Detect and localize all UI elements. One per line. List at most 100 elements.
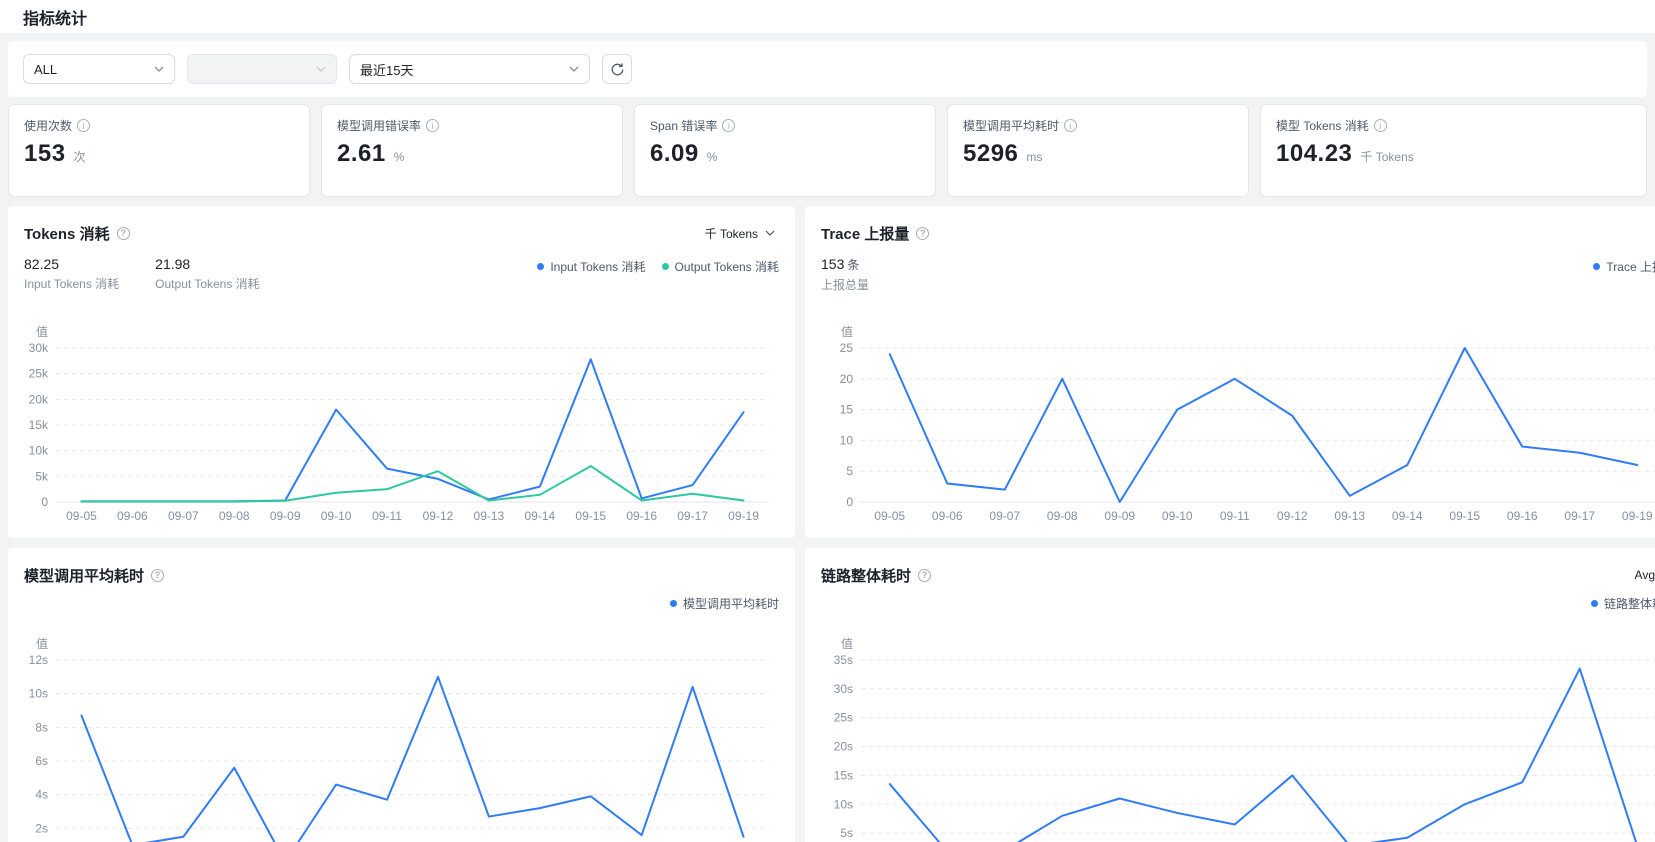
stat-card-title: 模型 Tokens 消耗 — [1276, 119, 1369, 133]
svg-text:09-14: 09-14 — [524, 509, 555, 523]
refresh-icon — [611, 62, 623, 75]
svg-text:25: 25 — [840, 341, 854, 355]
stat-card-span-error-rate: Span 错误率 i 6.09% — [634, 104, 936, 197]
svg-text:10: 10 — [840, 433, 854, 447]
help-icon[interactable]: ? — [916, 226, 930, 240]
svg-text:5k: 5k — [35, 469, 49, 483]
svg-text:30s: 30s — [834, 682, 853, 696]
info-icon[interactable]: i — [722, 119, 736, 132]
svg-text:值: 值 — [841, 324, 853, 339]
stat-unit: 条 — [847, 258, 860, 272]
svg-text:09-19: 09-19 — [1622, 509, 1653, 523]
legend: Trace 上报量 — [1593, 256, 1655, 275]
help-icon[interactable]: ? — [918, 568, 932, 582]
tokens-consumption-panel: Tokens 消耗? 千 Tokens 82.25 Input Tokens 消… — [8, 206, 795, 538]
legend-dot — [1590, 599, 1598, 607]
stat-label: Input Tokens 消耗 — [24, 277, 120, 291]
svg-text:09-06: 09-06 — [932, 509, 963, 523]
svg-text:09-12: 09-12 — [423, 509, 454, 523]
trace-duration-chart: 0s5s10s15s20s25s30s35s值09-0509-0609-0709… — [834, 636, 1655, 842]
chevron-down-icon — [569, 66, 579, 72]
svg-text:10s: 10s — [29, 687, 48, 701]
stat-label: Output Tokens 消耗 — [155, 277, 260, 291]
panel-title: Tokens 消耗 — [24, 225, 110, 243]
refresh-button[interactable] — [602, 54, 632, 84]
svg-text:值: 值 — [36, 324, 48, 339]
stat-card-unit: 千 Tokens — [1360, 150, 1414, 164]
svg-text:09-10: 09-10 — [1162, 509, 1193, 523]
stat-value: 21.98 — [155, 256, 191, 272]
panel-title: 模型调用平均耗时 — [24, 567, 145, 585]
token-unit-select[interactable]: 千 Tokens — [701, 222, 779, 245]
info-icon[interactable]: i — [1064, 119, 1078, 132]
svg-text:09-07: 09-07 — [168, 509, 199, 523]
legend-item-trace-duration[interactable]: 链路整体耗时 — [1590, 595, 1655, 612]
svg-text:4s: 4s — [35, 788, 48, 802]
svg-text:值: 值 — [841, 636, 853, 651]
svg-text:20k: 20k — [29, 392, 49, 406]
svg-text:15s: 15s — [834, 768, 853, 782]
aggregation-value: Avg — [1634, 568, 1655, 582]
legend-item-output-tokens[interactable]: Output Tokens 消耗 — [661, 258, 779, 275]
legend-dot — [669, 599, 677, 607]
legend-item-trace[interactable]: Trace 上报量 — [1593, 258, 1655, 275]
model-latency-chart: 0s2s4s6s8s10s12s值09-0509-0609-0709-0809-… — [29, 636, 769, 842]
stat-card-unit: % — [706, 150, 718, 164]
stat-card-value: 6.09 — [650, 140, 699, 167]
trace-total-stat: 153 条 上报总量 — [821, 256, 869, 293]
app-select-value: ALL — [34, 61, 58, 77]
svg-text:0: 0 — [41, 495, 48, 509]
legend-item-model-latency[interactable]: 模型调用平均耗时 — [669, 595, 779, 612]
svg-text:09-08: 09-08 — [1047, 509, 1078, 523]
date-range-value: 最近15天 — [360, 62, 414, 78]
panel-title: Trace 上报量 — [821, 225, 910, 243]
info-icon[interactable]: i — [1373, 119, 1387, 132]
legend-dot — [1593, 263, 1601, 270]
svg-text:09-05: 09-05 — [66, 509, 97, 523]
svg-text:5: 5 — [846, 464, 853, 478]
svg-text:0: 0 — [846, 495, 853, 509]
svg-text:09-15: 09-15 — [1449, 509, 1480, 523]
help-icon[interactable]: ? — [151, 568, 165, 582]
svg-text:09-13: 09-13 — [474, 509, 505, 523]
aggregation-select[interactable]: Avg — [1631, 565, 1655, 585]
env-select[interactable] — [187, 54, 337, 84]
svg-text:09-07: 09-07 — [989, 509, 1020, 523]
svg-text:09-16: 09-16 — [1507, 509, 1538, 523]
page-title: 指标统计 — [23, 10, 88, 28]
svg-text:20: 20 — [840, 372, 854, 386]
stat-card-value: 104.23 — [1276, 140, 1353, 167]
svg-text:6s: 6s — [35, 754, 48, 768]
help-icon[interactable]: ? — [116, 226, 130, 240]
stat-card-title: 模型调用错误率 — [337, 119, 422, 133]
svg-text:2s: 2s — [35, 821, 48, 835]
chevron-down-icon — [316, 66, 326, 72]
legend: Input Tokens 消耗 Output Tokens 消耗 — [537, 256, 779, 275]
svg-text:09-15: 09-15 — [575, 509, 606, 523]
stat-card-model-error-rate: 模型调用错误率 i 2.61% — [321, 104, 623, 197]
legend: 链路整体耗时 — [1590, 592, 1655, 612]
stat-card-value: 2.61 — [337, 140, 386, 167]
svg-text:09-19: 09-19 — [728, 509, 759, 523]
svg-text:09-17: 09-17 — [677, 509, 708, 523]
info-icon[interactable]: i — [426, 119, 440, 132]
svg-text:35s: 35s — [834, 653, 853, 667]
legend-label: 链路整体耗时 — [1603, 596, 1655, 611]
stat-value: 82.25 — [24, 256, 60, 272]
svg-text:09-05: 09-05 — [874, 509, 905, 523]
date-range-select[interactable]: 最近15天 — [349, 54, 590, 84]
title-bar: 指标统计 — [0, 0, 1655, 33]
stat-card-value: 5296 — [963, 140, 1019, 167]
app-select[interactable]: ALL — [23, 54, 175, 84]
svg-text:09-10: 09-10 — [321, 509, 352, 523]
svg-text:09-16: 09-16 — [626, 509, 657, 523]
svg-text:09-12: 09-12 — [1277, 509, 1308, 523]
svg-text:10s: 10s — [834, 797, 853, 811]
svg-text:09-14: 09-14 — [1392, 509, 1423, 523]
svg-text:15: 15 — [840, 403, 854, 417]
legend-item-input-tokens[interactable]: Input Tokens 消耗 — [537, 258, 646, 275]
svg-text:8s: 8s — [35, 720, 48, 734]
info-icon[interactable]: i — [77, 119, 91, 132]
stat-card-unit: 次 — [73, 150, 86, 164]
